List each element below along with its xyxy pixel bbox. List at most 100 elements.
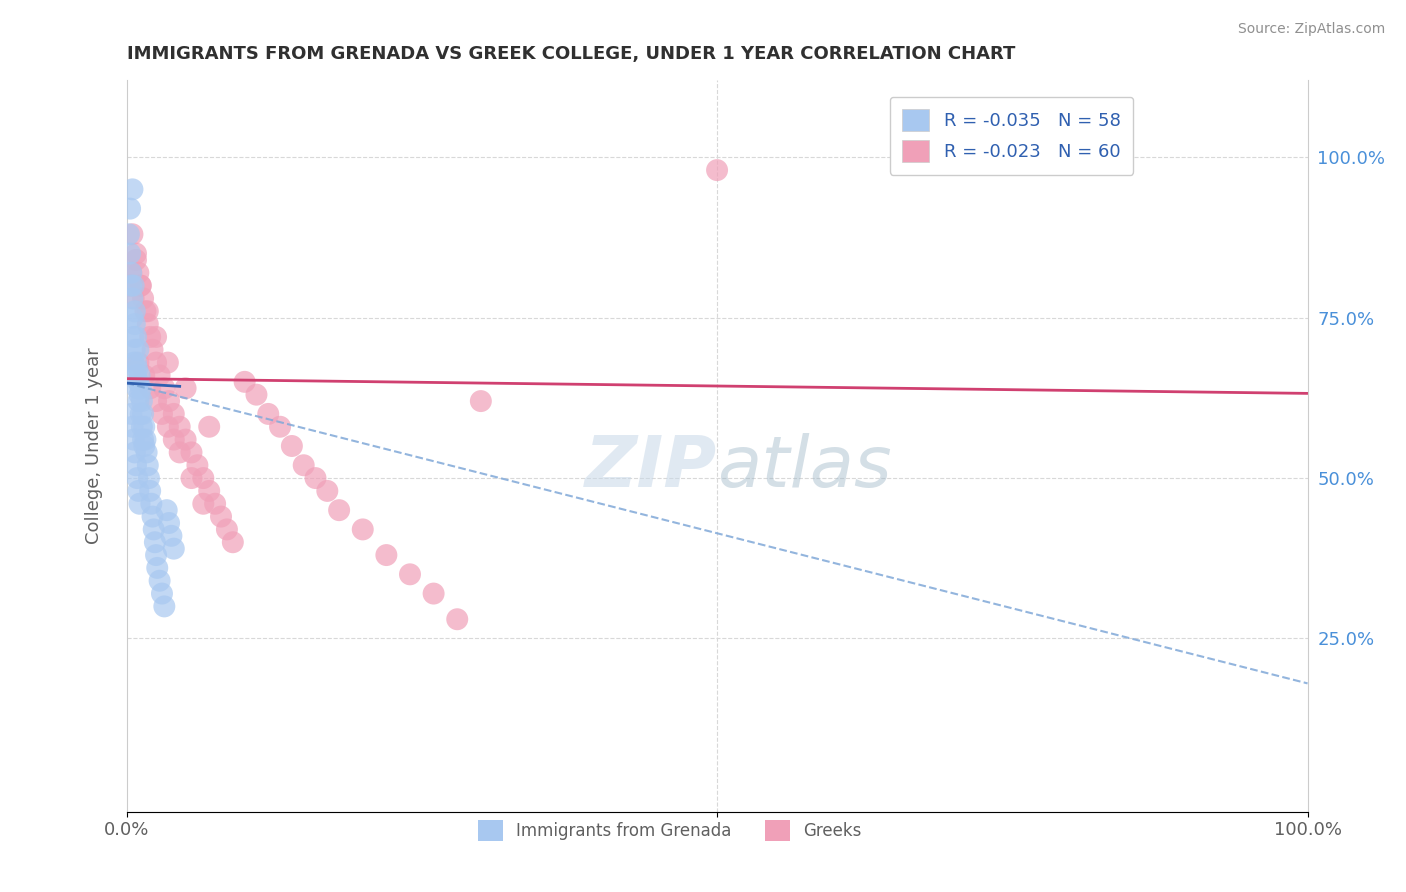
Point — [139, 483, 162, 498]
Point — [209, 509, 232, 524]
Point — [124, 343, 146, 357]
Point — [129, 407, 152, 421]
Point — [245, 387, 267, 401]
Point — [446, 612, 468, 626]
Point — [316, 483, 339, 498]
Point — [132, 292, 155, 306]
Point — [122, 330, 145, 344]
Point — [134, 304, 156, 318]
Point — [174, 433, 197, 447]
Point — [157, 516, 180, 530]
Point — [128, 387, 150, 401]
Point — [233, 375, 256, 389]
Point — [120, 246, 142, 260]
Point — [160, 529, 183, 543]
Point — [156, 355, 179, 369]
Point — [127, 471, 149, 485]
Point — [136, 304, 159, 318]
Point — [257, 407, 280, 421]
Point — [149, 574, 172, 588]
Point — [127, 375, 149, 389]
Point — [125, 368, 148, 383]
Point — [204, 497, 226, 511]
Point — [127, 343, 149, 357]
Point — [120, 202, 142, 216]
Point — [142, 523, 165, 537]
Text: IMMIGRANTS FROM GRENADA VS GREEK COLLEGE, UNDER 1 YEAR CORRELATION CHART: IMMIGRANTS FROM GRENADA VS GREEK COLLEGE… — [127, 45, 1015, 63]
Point — [180, 471, 202, 485]
Text: atlas: atlas — [717, 434, 891, 502]
Point — [304, 471, 326, 485]
Point — [470, 394, 492, 409]
Point — [127, 266, 149, 280]
Point — [125, 252, 148, 267]
Point — [125, 246, 148, 260]
Point — [134, 368, 156, 383]
Point — [153, 599, 176, 614]
Point — [128, 368, 150, 383]
Point — [134, 439, 156, 453]
Point — [198, 483, 221, 498]
Point — [136, 458, 159, 473]
Point — [120, 407, 142, 421]
Point — [125, 458, 148, 473]
Point — [422, 586, 444, 600]
Point — [120, 266, 142, 280]
Point — [139, 381, 162, 395]
Point — [222, 535, 245, 549]
Point — [399, 567, 422, 582]
Point — [128, 497, 150, 511]
Point — [121, 310, 143, 325]
Point — [124, 317, 146, 331]
Point — [121, 182, 143, 196]
Point — [127, 362, 149, 376]
Point — [118, 227, 141, 242]
Point — [125, 330, 148, 344]
Point — [193, 497, 215, 511]
Point — [136, 317, 159, 331]
Point — [134, 433, 156, 447]
Point — [121, 292, 143, 306]
Point — [141, 509, 163, 524]
Point — [122, 278, 145, 293]
Point — [156, 419, 179, 434]
Point — [215, 523, 238, 537]
Point — [127, 355, 149, 369]
Point — [132, 433, 155, 447]
Point — [149, 368, 172, 383]
Point — [143, 535, 166, 549]
Point — [269, 419, 291, 434]
Point — [281, 439, 304, 453]
Point — [127, 394, 149, 409]
Point — [129, 278, 152, 293]
Point — [163, 407, 186, 421]
Point — [141, 343, 163, 357]
Point — [169, 419, 191, 434]
Point — [127, 381, 149, 395]
Point — [163, 433, 186, 447]
Point — [131, 419, 153, 434]
Point — [352, 523, 374, 537]
Point — [138, 471, 160, 485]
Point — [122, 292, 145, 306]
Point — [169, 445, 191, 459]
Point — [135, 445, 157, 459]
Legend: Immigrants from Grenada, Greeks: Immigrants from Grenada, Greeks — [471, 814, 869, 847]
Point — [163, 541, 186, 556]
Point — [121, 227, 143, 242]
Point — [131, 394, 153, 409]
Point — [150, 407, 173, 421]
Point — [122, 355, 145, 369]
Y-axis label: College, Under 1 year: College, Under 1 year — [84, 348, 103, 544]
Point — [198, 419, 221, 434]
Point — [134, 419, 156, 434]
Point — [141, 497, 163, 511]
Text: ZIP: ZIP — [585, 434, 717, 502]
Point — [122, 433, 145, 447]
Point — [124, 445, 146, 459]
Point — [120, 266, 142, 280]
Point — [145, 355, 167, 369]
Point — [129, 381, 152, 395]
Point — [180, 445, 202, 459]
Point — [156, 503, 179, 517]
